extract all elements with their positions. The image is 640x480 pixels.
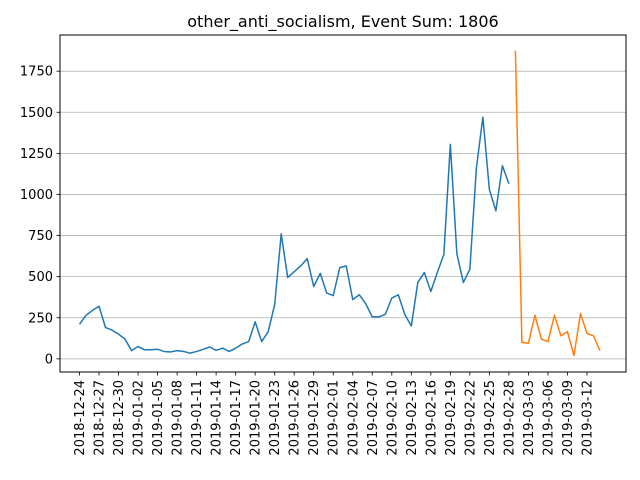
- x-tick-label: 2019-02-25: [483, 380, 498, 456]
- y-tick-label: 250: [28, 311, 53, 326]
- x-tick-label: 2019-02-13: [405, 380, 420, 456]
- y-tick-label: 1000: [20, 188, 53, 203]
- x-tick-label: 2019-01-02: [132, 380, 147, 456]
- y-tick-label: 1250: [20, 147, 53, 162]
- y-tick-label: 0: [45, 352, 53, 367]
- x-tick-label: 2019-02-10: [385, 380, 400, 456]
- x-tick-label: 2019-01-20: [249, 380, 264, 456]
- x-tick-label: 2019-03-12: [580, 380, 595, 456]
- x-tick-label: 2018-12-27: [93, 380, 108, 456]
- gridlines: [60, 70, 626, 360]
- y-tick-label: 500: [28, 270, 53, 285]
- series-line-1: [78, 116, 510, 354]
- plot-frame: [59, 34, 627, 373]
- x-tick-label: 2019-01-23: [268, 380, 283, 456]
- x-tick-label: 2019-02-28: [502, 380, 517, 456]
- y-tick-label: 1500: [20, 106, 53, 121]
- x-tick-label: 2018-12-30: [112, 380, 127, 456]
- x-tick-label: 2018-12-24: [73, 380, 88, 456]
- chart-title: other_anti_socialism, Event Sum: 1806: [187, 12, 498, 32]
- series-group: [78, 50, 601, 357]
- x-tick-label: 2019-03-09: [561, 380, 576, 456]
- x-tick-label: 2019-02-19: [444, 380, 459, 456]
- x-tick-label: 2019-01-11: [190, 380, 205, 456]
- x-tick-label: 2019-03-06: [541, 380, 556, 456]
- x-tick-label: 2019-02-04: [346, 380, 361, 456]
- x-tick-label: 2019-02-01: [327, 380, 342, 456]
- x-tick-label: 2019-01-17: [229, 380, 244, 456]
- y-axis: 0 250 500 750 1000 1250 1500 1750: [20, 65, 60, 367]
- x-tick-label: 2019-01-29: [307, 380, 322, 456]
- y-tick-label: 1750: [20, 65, 53, 80]
- x-tick-label: 2019-01-05: [151, 380, 166, 456]
- x-axis: 2018-12-24 2018-12-27 2018-12-30 2019-01-02…: [73, 372, 595, 456]
- x-tick-label: 2019-02-16: [424, 380, 439, 456]
- series-line-2: [514, 50, 601, 357]
- x-tick-label: 2019-01-14: [210, 380, 225, 456]
- x-tick-label: 2019-02-07: [366, 380, 381, 456]
- x-tick-label: 2019-02-22: [463, 380, 478, 456]
- x-tick-label: 2019-01-08: [171, 380, 186, 456]
- x-tick-label: 2019-03-03: [522, 380, 537, 456]
- x-tick-label: 2019-01-26: [288, 380, 303, 456]
- y-tick-label: 750: [28, 229, 53, 244]
